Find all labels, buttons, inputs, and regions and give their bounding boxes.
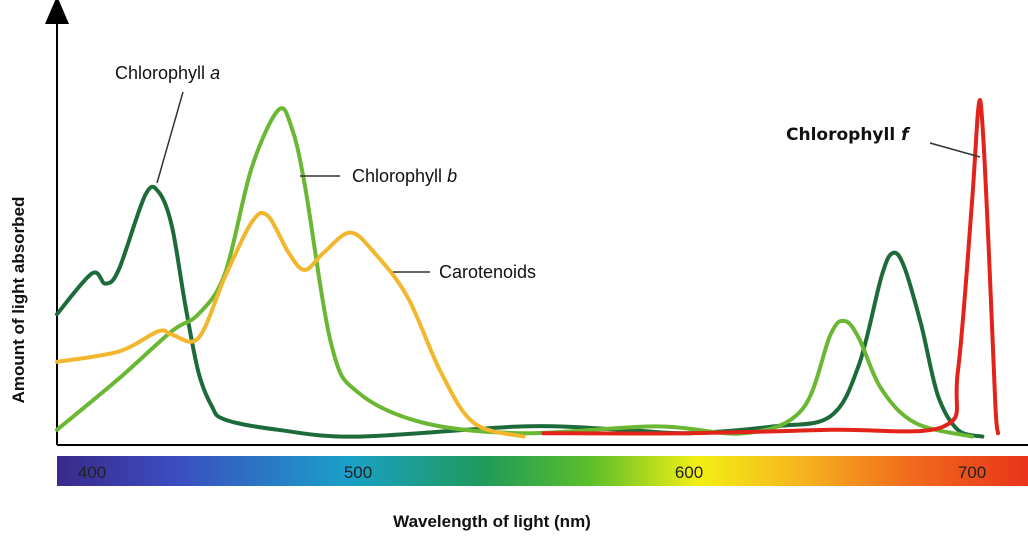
x-tick-label: 600 — [675, 463, 703, 482]
series-line-carotenoids — [55, 210, 526, 439]
x-axis-title: Wavelength of light (nm) — [393, 512, 591, 531]
series-label-chlorophyll-a: Chlorophyll a — [115, 63, 220, 83]
y-axis-title: Amount of light absorbed — [9, 197, 28, 404]
series-label-carotenoids: Carotenoids — [439, 262, 536, 282]
series-label-chlorophyll-b: Chlorophyll b — [352, 166, 457, 186]
x-tick-label: 700 — [958, 463, 986, 482]
color-spectrum-bar — [57, 456, 1028, 486]
series-line-chlorophyll-a — [55, 184, 985, 439]
series-lines — [55, 98, 1000, 439]
series-line-chlorophyll-f — [541, 98, 1000, 436]
x-tick-label: 400 — [78, 463, 106, 482]
leader-line-chlorophyll-a — [156, 91, 184, 184]
series-label-chlorophyll-f: Chlorophyll f — [786, 125, 911, 145]
x-tick-label: 500 — [344, 463, 372, 482]
leader-line-chlorophyll-f — [929, 142, 981, 158]
